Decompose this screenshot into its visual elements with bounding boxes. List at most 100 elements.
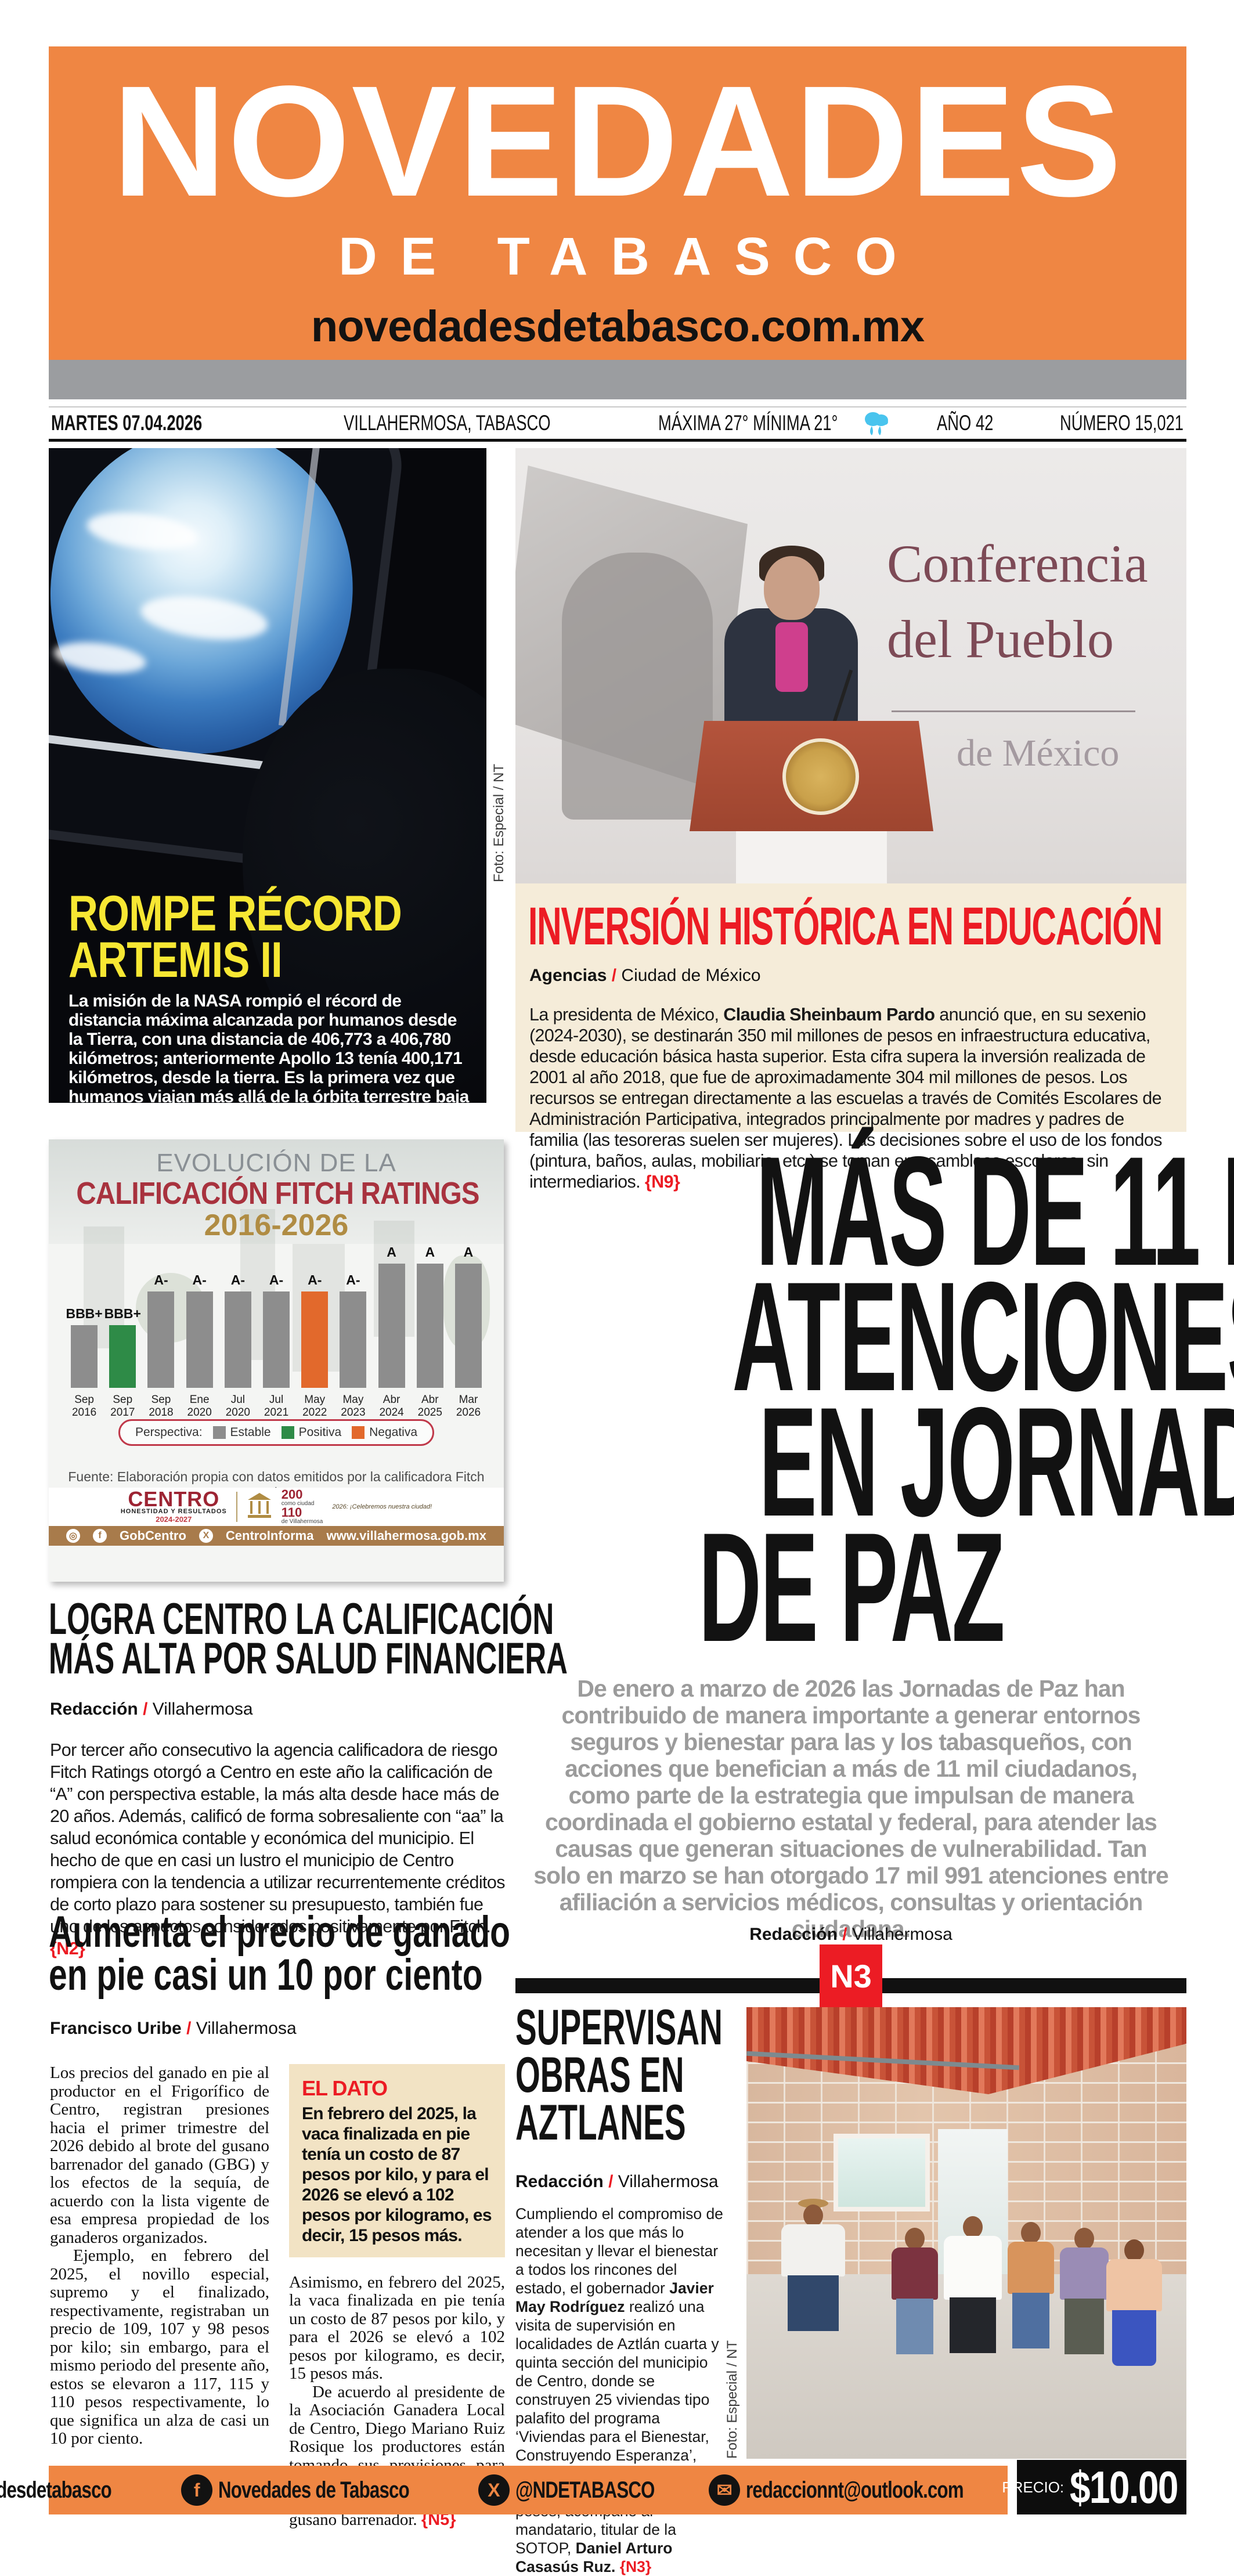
fitch-article-byline: Redacción / Villahermosa (50, 1700, 253, 1719)
person-governor-hat (781, 2199, 845, 2379)
sheinbaum-press-conference-photo: Conferencia del Pueblo de México (515, 448, 1186, 883)
jornadas-body: De enero a marzo de 2026 las Jornadas de… (533, 1675, 1169, 1942)
legend-title: Perspectiva: (135, 1426, 203, 1439)
footer-social-bar: @novedadesdetabasco f Novedades de Tabas… (0, 2466, 1154, 2514)
kiosk-icon (247, 1492, 272, 1522)
chart-category-label: Jul 2020 (225, 1394, 250, 1419)
photo-credit-top: Foto: Especial / NT (491, 763, 507, 882)
chart-category-label: Sep 2016 (71, 1394, 97, 1419)
fitch-article-headline: LOGRA CENTRO LA CALIFICACIÓN MÁS ALTA PO… (49, 1594, 568, 1683)
price-box: PRECIO: $10.00 (1002, 2460, 1186, 2514)
chart-bar: A- (219, 1243, 257, 1388)
artemis-photo: ROMPE RÉCORD ARTEMIS II La misión de la … (49, 448, 486, 1103)
chart-bar: BBB+ (65, 1243, 103, 1388)
education-body: La presidenta de México, Claudia Sheinba… (529, 1005, 1163, 1192)
dateline-top-rule (49, 406, 1186, 407)
chart-title-line3: 2016-2026 (204, 1208, 349, 1242)
jornadas-byline: Redacción / Villahermosa (749, 1925, 952, 1944)
chart-title-line1: EVOLUCIÓN DE LA (156, 1149, 396, 1177)
el-dato-title: EL DATO (302, 2076, 388, 2100)
education-headline: INVERSIÓN HISTÓRICA EN EDUCACIÓN (528, 897, 1163, 956)
chart-category-label: May 2022 (302, 1394, 327, 1419)
person-woman-resident (1106, 2239, 1162, 2396)
backdrop-text-line1: Conferencia (887, 534, 1148, 593)
mural-woman (562, 553, 713, 820)
ganado-column-2: EL DATO En febrero del 2025, la vaca fin… (289, 2064, 505, 2530)
newspaper-subtitle: DE TABASCO (338, 227, 920, 286)
chart-category-label: Abr 2024 (379, 1394, 404, 1419)
masthead-gray-bar (49, 360, 1186, 399)
artemis-summary: La misión de la NASA rompió el récord de… (68, 991, 469, 1103)
fitch-ratings-chart: EVOLUCIÓN DE LA CALIFICACIÓN FITCH RATIN… (49, 1139, 504, 1582)
backdrop-text-line3: de México (957, 732, 1120, 774)
legend-estable: Estable (212, 1426, 271, 1439)
artemis-headline-line1: ROMPE RÉCORD (68, 886, 402, 941)
facebook-icon: f (181, 2474, 213, 2506)
person-orange-shirt (1008, 2222, 1054, 2361)
el-dato-box: EL DATO En febrero del 2025, la vaca fin… (289, 2064, 505, 2257)
chart-bar: A (411, 1243, 449, 1388)
jornadas-headline: MÁS DE 11 MIL ATENCIONES EN JORNADAS DE … (698, 1124, 1234, 1674)
legend-negativa: Negativa (352, 1426, 417, 1439)
person-purple-shirt (1060, 2228, 1109, 2379)
chart-bar: A- (257, 1243, 295, 1388)
podium-base (736, 831, 887, 883)
person-white-guayabera (944, 2216, 1002, 2379)
ganado-paragraph: Asimismo, en febrero del 2025, la vaca f… (289, 2272, 505, 2383)
dateline: MARTES 07.04.2026 VILLAHERMOSA, TABASCO … (49, 410, 1186, 435)
education-page-ref: {N9} (644, 1172, 680, 1192)
chart-category-label: Sep 2017 (110, 1394, 135, 1419)
aztlanes-headline: SUPERVISAN OBRAS EN AZTLANES (515, 2000, 723, 2151)
chart-bar: A- (295, 1243, 334, 1388)
aztlanes-body: Cumpliendo el compromiso de atender a lo… (515, 2205, 723, 2575)
artemis-headline-line2: ARTEMIS II (68, 932, 283, 988)
centro-social-bar: ◎ f GobCentro X CentroInforma www.villahe… (49, 1526, 504, 1546)
ganado-column-1: Los precios del ganado en pie al product… (50, 2063, 269, 2448)
dateline-number: NÚMERO 15,021 (1060, 411, 1184, 435)
centro-logo-band: CENTRO HONESTIDAD Y RESULTADOS 2024-2027… (49, 1488, 504, 1526)
ganado-paragraph: Ejemplo, en febrero del 2025, el novillo… (50, 2246, 269, 2448)
chart-bar: A- (334, 1243, 372, 1388)
facebook-icon: f (93, 1529, 107, 1543)
rain-cloud-icon (860, 406, 893, 444)
newspaper-title: NOVEDADES (112, 53, 1123, 229)
aztlanes-supervision-photo (746, 2007, 1186, 2459)
price-value: $10.00 (1070, 2461, 1178, 2513)
mexican-coat-of-arms-seal (782, 738, 859, 815)
person-maroon-shirt (892, 2228, 938, 2367)
dateline-weather: MÁXIMA 27° MÍNIMA 21° (658, 411, 838, 435)
education-bold-name: Claudia Sheinbaum Pardo (723, 1005, 935, 1024)
red-corrugated-roof (746, 2007, 1186, 2094)
chart-category-label: Mar 2026 (456, 1394, 481, 1419)
x-icon: X (199, 1529, 213, 1543)
fitch-page-ref: {N2} (50, 1939, 85, 1958)
dateline-date: MARTES 07.04.2026 (51, 411, 203, 435)
chart-category-label: May 2023 (341, 1394, 366, 1419)
chart-categories: Sep 2016 Sep 2017 Sep 2018 Ene 2020 Jul 2020… (65, 1394, 488, 1419)
chart-bars: BBB+ BBB+ A- A- A- A- A- A- A A A (65, 1243, 488, 1388)
fitch-article-body: Por tercer año consecutivo la agencia ca… (50, 1740, 506, 1958)
chart-category-label: Jul 2021 (264, 1394, 289, 1419)
masthead: NOVEDADES DE TABASCO novedadesdetabasco.… (49, 46, 1186, 360)
chart-category-label: Sep 2018 (149, 1394, 174, 1419)
chart-category-label: Ene 2020 (187, 1394, 212, 1419)
footer-facebook: f Novedades de Tabasco (181, 2474, 463, 2506)
ganado-paragraph: Los precios del ganado en pie al product… (50, 2063, 269, 2247)
x-icon: X (478, 2474, 510, 2506)
legend-positiva: Positiva (281, 1426, 341, 1439)
ganado-headline: Aumenta el precio de ganado en pie casi … (49, 1907, 510, 2000)
price-label: PRECIO: (1002, 2478, 1065, 2496)
dateline-bottom-rule (49, 439, 1186, 442)
chart-title-line2: CALIFICACIÓN FITCH RATINGS (76, 1176, 479, 1211)
backdrop-text-line2: del Pueblo (887, 609, 1114, 669)
backdrop-divider (892, 710, 1135, 712)
aztlanes-byline: Redacción / Villahermosa (515, 2172, 719, 2191)
chart-bar: A (373, 1243, 411, 1388)
education-article: INVERSIÓN HISTÓRICA EN EDUCACIÓN Agencia… (515, 883, 1186, 1192)
chart-category-label: Abr 2025 (417, 1394, 442, 1419)
chart-bar: A- (181, 1243, 219, 1388)
footer-instagram: @novedadesdetabasco (0, 2477, 112, 2503)
photo-credit-aztlanes: Foto: Especial / NT (724, 2340, 740, 2459)
chart-legend: Perspectiva: Estable Positiva Negativa (118, 1419, 435, 1446)
chart-bar: A (449, 1243, 488, 1388)
